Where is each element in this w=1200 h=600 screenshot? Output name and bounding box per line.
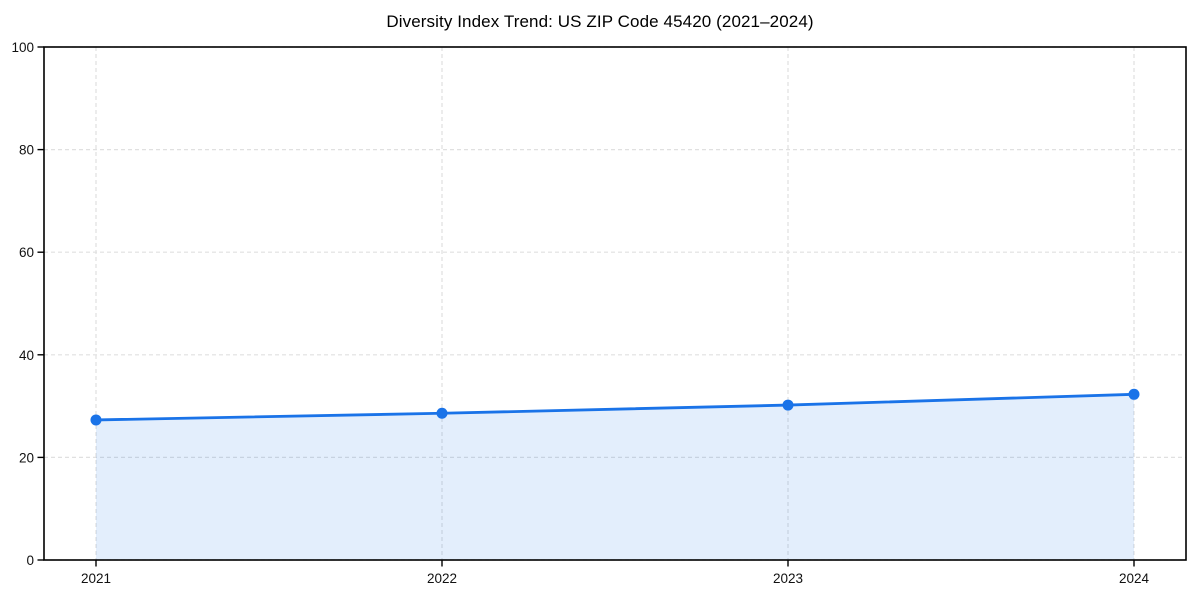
- y-tick-label: 0: [26, 553, 34, 568]
- x-tick-label: 2022: [427, 571, 457, 586]
- area-fill: [96, 394, 1134, 560]
- y-tick-label: 80: [19, 143, 34, 158]
- y-tick-label: 20: [19, 450, 34, 465]
- x-tick-label: 2021: [81, 571, 111, 586]
- x-tick-label: 2023: [773, 571, 803, 586]
- plot-border: [43, 46, 1187, 561]
- data-point-2023: [782, 399, 794, 411]
- trend-line: [94, 392, 1136, 422]
- y-tick-label: 40: [19, 348, 34, 363]
- y-tick-label: 100: [11, 40, 34, 55]
- x-tick-label: 2024: [1119, 571, 1150, 586]
- y-tick-label: 60: [19, 245, 34, 260]
- chart-title: Diversity Index Trend: US ZIP Code 45420…: [386, 12, 814, 31]
- data-point-2024: [1128, 388, 1140, 400]
- data-point-2021: [90, 414, 102, 426]
- data-point-2022: [436, 407, 448, 419]
